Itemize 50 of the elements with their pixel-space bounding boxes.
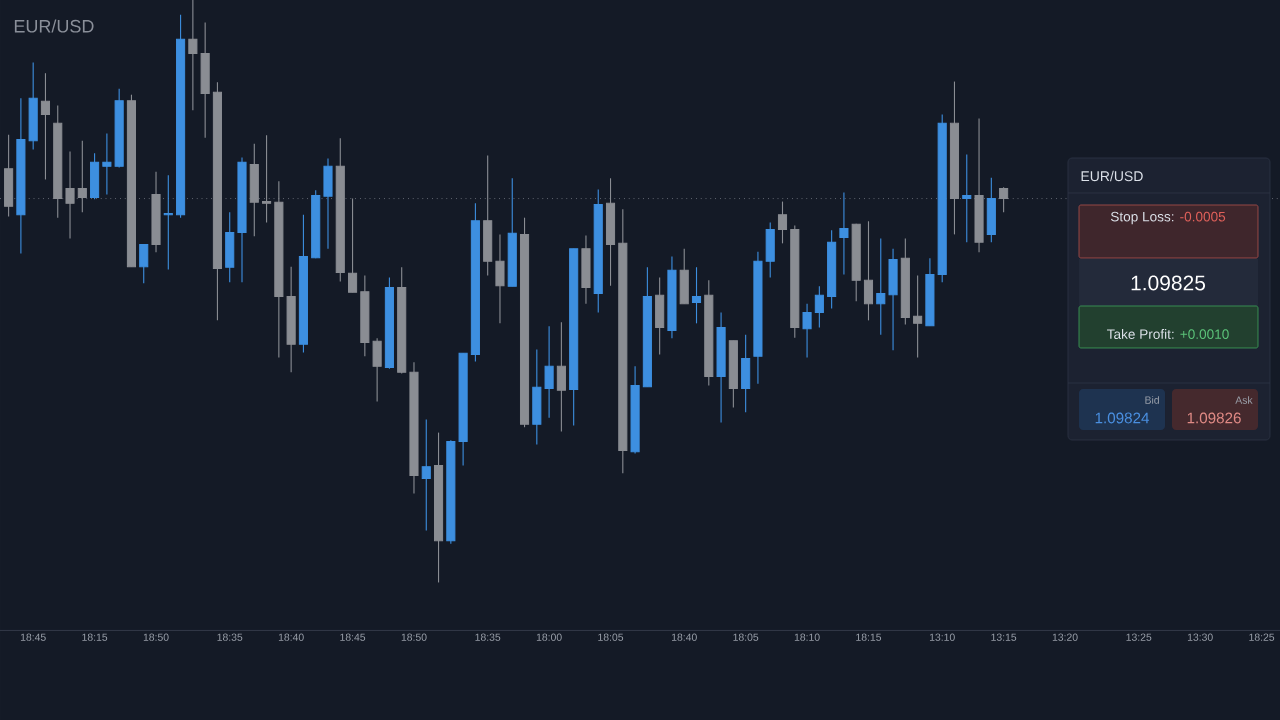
x-tick-label: 18:40 (672, 633, 697, 641)
candlestick (556, 321, 566, 432)
x-tick-label: 13:10 (929, 633, 955, 641)
x-tick-label: 18:50 (401, 633, 427, 641)
annotation: 1.09826 (1187, 412, 1241, 424)
x-tick-label: 18:10 (794, 633, 820, 641)
x-tick-label: 18:05 (598, 633, 624, 641)
annotation: 1.09825 (1131, 275, 1206, 291)
candlestick (544, 325, 554, 419)
annotation: -0.0005 (1180, 211, 1226, 222)
x-tick-label: 18:40 (278, 633, 304, 641)
candlestick (40, 72, 51, 181)
x-tick-label: 18:15 (856, 633, 882, 641)
candlestick (65, 150, 75, 240)
x-tick-label: 13:20 (1052, 633, 1078, 641)
annotation: Take Profit: (1107, 329, 1174, 339)
candlestick (913, 275, 923, 358)
candlestick (962, 153, 972, 243)
candlestick (876, 238, 886, 336)
annotation: 1.09824 (1095, 412, 1150, 424)
candlestick (999, 186, 1009, 213)
annotation: Bid (1145, 396, 1159, 404)
x-tick-label: 18:25 (1249, 633, 1275, 641)
candlestick (139, 243, 149, 284)
annotation: +0.0010 (1180, 329, 1229, 339)
candlestick (814, 285, 824, 329)
candlestick (802, 303, 812, 358)
candlestick (102, 132, 112, 195)
annotation: Ask (1235, 396, 1253, 404)
x-tick-label: 18:35 (217, 633, 243, 641)
x-tick-label: 18:00 (536, 633, 562, 641)
candlestick (839, 192, 849, 275)
candlestick (163, 174, 173, 271)
text: EUR/USD (1081, 170, 1143, 182)
candlestick (348, 198, 358, 293)
x-tick-label: 18:50 (143, 633, 169, 641)
candlestick (421, 418, 431, 532)
candlestick (691, 266, 702, 324)
candlestick (777, 201, 788, 244)
x-tick-label: 13:25 (1126, 633, 1152, 641)
annotation: Stop Loss: (1110, 211, 1174, 225)
text: EUR/USD (14, 19, 94, 33)
x-tick-label: 18:45 (340, 633, 366, 641)
x-tick-label: 18:15 (82, 633, 108, 641)
candlestick (863, 220, 874, 321)
x-tick-label: 18:05 (733, 633, 759, 641)
x-tick-label: 13:15 (991, 633, 1017, 641)
x-tick-label: 18:45 (20, 633, 46, 641)
x-tick-label: 13:30 (1187, 633, 1213, 641)
x-tick-label: 18:35 (475, 633, 501, 641)
